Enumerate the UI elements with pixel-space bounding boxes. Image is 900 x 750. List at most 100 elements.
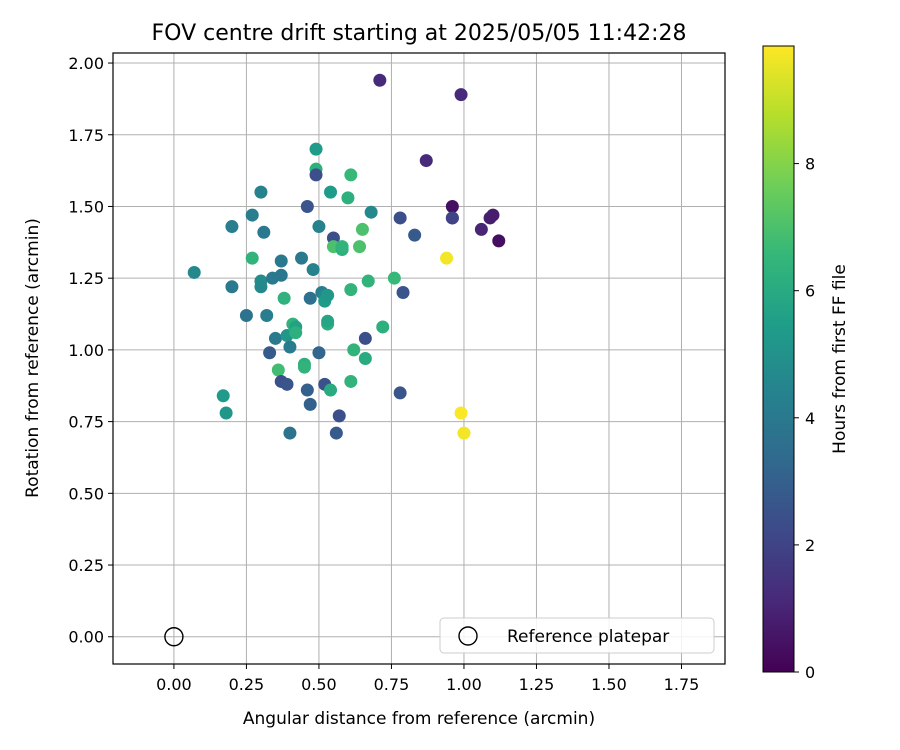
data-point <box>341 191 355 205</box>
colorbar-tick-label: 0 <box>805 663 815 682</box>
data-point <box>393 211 407 225</box>
legend-marker-reference-platepar <box>458 626 478 646</box>
data-point <box>454 406 468 420</box>
data-point <box>353 240 367 254</box>
data-point <box>445 211 459 225</box>
colorbar-gradient <box>762 45 795 673</box>
data-point <box>306 263 320 277</box>
colorbar-tick-label: 4 <box>805 409 815 428</box>
y-tick-label: 0.50 <box>68 484 104 503</box>
y-tick-label: 1.75 <box>68 126 104 145</box>
x-tick-label: 0.75 <box>374 675 410 694</box>
data-point <box>257 225 271 239</box>
reference-platepar-marker <box>164 627 184 647</box>
legend: Reference platepar <box>439 617 715 654</box>
data-point <box>289 326 303 340</box>
y-tick-label: 2.00 <box>68 54 104 73</box>
data-point <box>274 268 288 282</box>
data-point <box>344 168 358 182</box>
data-point <box>364 205 378 219</box>
colorbar-tick-label: 2 <box>805 536 815 555</box>
y-axis-ticks: 0.00 0.25 0.50 0.75 1.00 1.25 1.50 1.75 2.00 <box>68 54 113 647</box>
data-point <box>408 228 422 242</box>
data-point <box>283 340 297 354</box>
y-axis-label: Rotation from reference (arcmin) <box>23 218 43 498</box>
data-point <box>297 360 311 374</box>
data-point <box>396 286 410 300</box>
data-point <box>309 142 323 156</box>
x-tick-label: 1.00 <box>446 675 482 694</box>
y-tick-label: 0.75 <box>68 413 104 432</box>
data-point <box>355 222 369 236</box>
data-point <box>321 288 335 302</box>
grid <box>113 53 725 664</box>
data-point <box>440 251 454 265</box>
colorbar-label: Hours from first FF file <box>830 264 850 454</box>
data-point <box>344 374 358 388</box>
data-point <box>474 222 488 236</box>
data-point <box>260 308 274 322</box>
chart-title: FOV centre drift starting at 2025/05/05 … <box>152 21 687 46</box>
y-tick-label: 1.00 <box>68 341 104 360</box>
data-point <box>457 426 471 440</box>
data-point <box>239 308 253 322</box>
x-tick-label: 1.25 <box>519 675 555 694</box>
data-point <box>245 208 259 222</box>
data-point <box>376 320 390 334</box>
data-point <box>277 291 291 305</box>
y-tick-label: 1.50 <box>68 197 104 216</box>
data-point <box>324 383 338 397</box>
data-point <box>280 377 294 391</box>
data-point <box>309 168 323 182</box>
data-point <box>300 199 314 213</box>
data-point <box>454 88 468 102</box>
data-point <box>344 283 358 297</box>
data-point <box>373 73 387 87</box>
data-point <box>254 185 268 199</box>
data-point <box>303 397 317 411</box>
x-axis-ticks: 0.00 0.25 0.50 0.75 1.00 1.25 1.50 1.75 <box>156 664 699 694</box>
y-tick-label: 1.25 <box>68 269 104 288</box>
data-point <box>274 254 288 268</box>
data-point <box>225 280 239 294</box>
colorbar-ticks: 0 2 4 6 8 <box>794 155 815 682</box>
data-point <box>225 220 239 234</box>
y-tick-label: 0.25 <box>68 556 104 575</box>
x-tick-label: 1.50 <box>591 675 627 694</box>
data-point <box>295 251 309 265</box>
data-point <box>492 234 506 248</box>
data-point <box>358 331 372 345</box>
x-tick-label: 0.50 <box>301 675 337 694</box>
data-point <box>329 426 343 440</box>
data-point <box>216 389 230 403</box>
data-points <box>164 73 506 647</box>
data-point <box>335 240 349 254</box>
data-point <box>312 220 326 234</box>
colorbar-tick-label: 6 <box>805 282 815 301</box>
data-point <box>271 363 285 377</box>
colorbar: 0 2 4 6 8 Hours from first FF file <box>762 45 850 682</box>
data-point <box>283 426 297 440</box>
data-point <box>419 154 433 168</box>
data-point <box>347 343 361 357</box>
data-point <box>245 251 259 265</box>
data-point <box>358 352 372 365</box>
data-point <box>324 185 338 199</box>
x-axis-label: Angular distance from reference (arcmin) <box>243 709 595 729</box>
data-point <box>254 280 268 294</box>
data-point <box>387 271 401 285</box>
legend-box <box>439 617 715 654</box>
x-tick-label: 0.25 <box>229 675 265 694</box>
data-point <box>393 386 407 400</box>
data-point <box>187 265 201 279</box>
data-point <box>219 406 233 420</box>
legend-label-reference-platepar: Reference platepar <box>507 627 669 647</box>
data-point <box>445 199 459 213</box>
colorbar-tick-label: 8 <box>805 155 815 174</box>
data-point <box>312 346 326 360</box>
data-point <box>486 208 500 222</box>
data-point <box>263 346 277 360</box>
plot-frame <box>112 52 726 665</box>
data-point <box>303 291 317 305</box>
